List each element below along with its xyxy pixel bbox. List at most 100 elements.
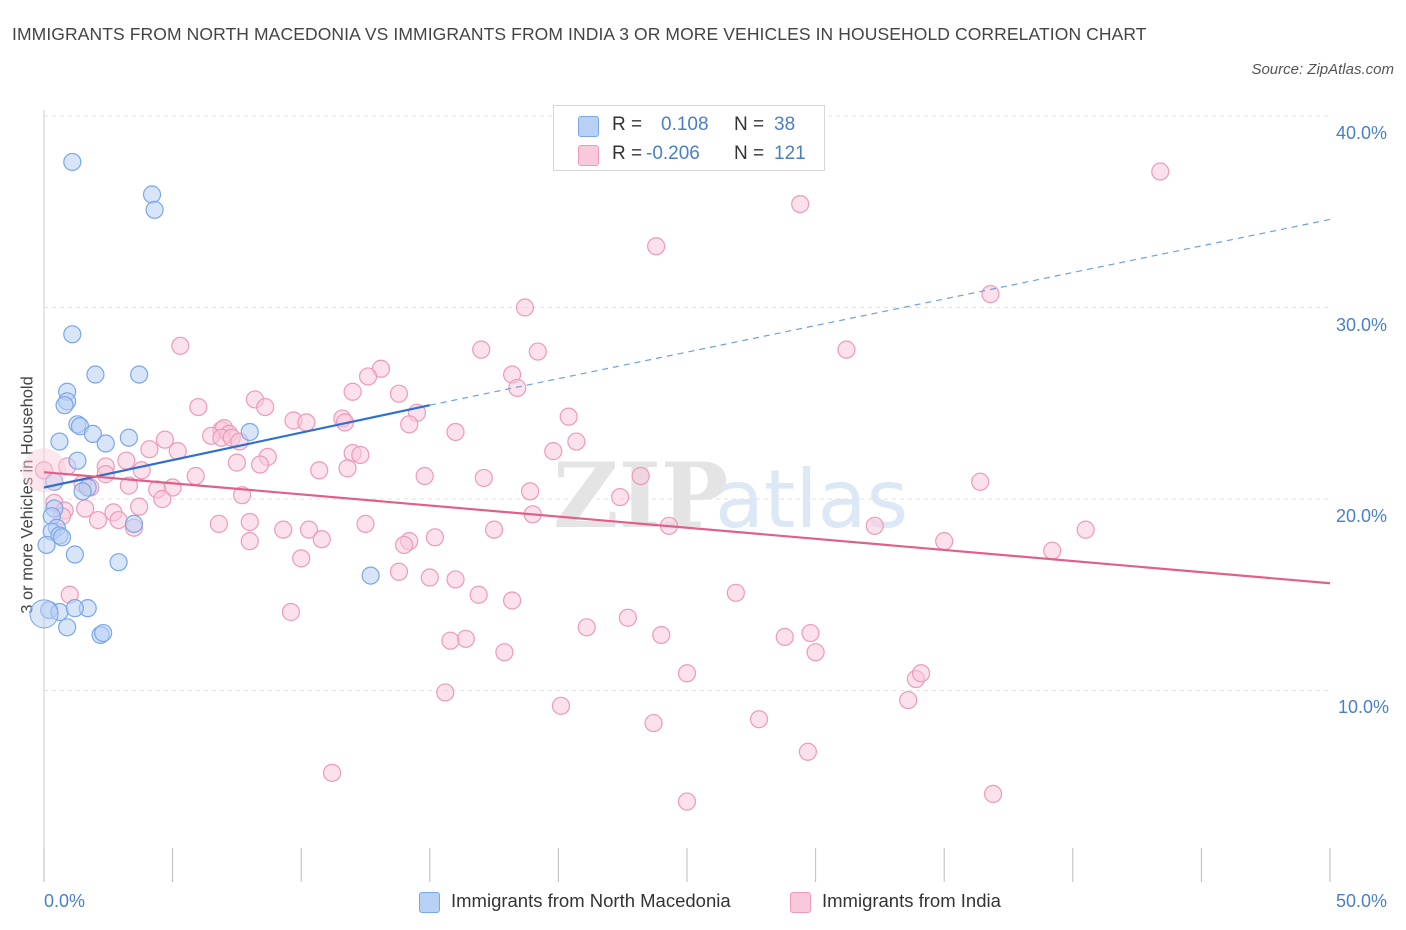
trendline-india bbox=[43, 471, 1331, 585]
point-india bbox=[420, 568, 439, 587]
n-value: 38 bbox=[774, 114, 796, 135]
point-india bbox=[240, 532, 259, 551]
point-india bbox=[256, 397, 275, 417]
point-india bbox=[140, 440, 159, 459]
point-india bbox=[474, 468, 493, 488]
legend-swatch-north-macedonia bbox=[419, 892, 440, 913]
legend-label: Immigrants from North Macedonia bbox=[451, 890, 731, 911]
point-north-macedonia bbox=[63, 152, 82, 172]
y-tick-label: 10.0% bbox=[1338, 697, 1390, 717]
r-label: R = bbox=[612, 143, 643, 164]
stats-row-india: R = -0.206 N = 121 bbox=[554, 139, 824, 169]
point-india bbox=[631, 466, 650, 486]
point-india bbox=[446, 570, 465, 589]
point-india bbox=[521, 482, 540, 501]
point-india bbox=[567, 432, 586, 451]
series-legend: Immigrants from North Macedonia Immigran… bbox=[0, 889, 1406, 915]
point-north-macedonia bbox=[94, 623, 113, 643]
point-india bbox=[186, 466, 205, 486]
point-india bbox=[1076, 520, 1095, 539]
point-india bbox=[544, 442, 563, 461]
point-india bbox=[394, 535, 414, 555]
legend-swatch-north-macedonia bbox=[578, 116, 599, 137]
point-india bbox=[618, 608, 637, 627]
point-india bbox=[837, 340, 856, 359]
x-tick-label: 0.0% bbox=[44, 891, 86, 911]
point-india bbox=[446, 422, 465, 442]
r-value: 0.108 bbox=[661, 114, 709, 135]
point-india bbox=[749, 710, 769, 729]
point-india bbox=[791, 194, 810, 214]
point-india bbox=[469, 585, 488, 604]
trendline-north-macedonia bbox=[43, 404, 431, 489]
point-india bbox=[88, 510, 108, 530]
r-value: -0.206 bbox=[646, 143, 700, 164]
y-tick-label: 30.0% bbox=[1336, 315, 1388, 335]
point-india bbox=[425, 528, 445, 547]
point-india bbox=[312, 530, 331, 549]
point-india bbox=[806, 643, 825, 662]
point-india bbox=[801, 623, 820, 643]
y-tick-label: 20.0% bbox=[1336, 506, 1388, 526]
point-india bbox=[338, 459, 357, 478]
point-india bbox=[171, 336, 190, 355]
point-india bbox=[240, 512, 259, 532]
point-india bbox=[508, 378, 527, 398]
point-india bbox=[130, 497, 149, 516]
point-india bbox=[389, 562, 409, 581]
trendline-north-macedonia-projection bbox=[429, 218, 1331, 406]
point-india bbox=[503, 591, 522, 610]
point-north-macedonia bbox=[124, 514, 144, 533]
n-label: N = bbox=[734, 114, 765, 135]
point-north-macedonia bbox=[37, 535, 56, 555]
point-north-macedonia bbox=[142, 185, 162, 204]
point-india bbox=[899, 690, 918, 710]
point-india bbox=[611, 487, 630, 507]
point-north-macedonia bbox=[50, 432, 69, 451]
point-north-macedonia bbox=[63, 325, 82, 344]
point-india bbox=[551, 696, 571, 715]
point-india bbox=[189, 397, 208, 417]
point-north-macedonia bbox=[109, 553, 128, 572]
point-india bbox=[983, 784, 1003, 804]
point-india bbox=[935, 532, 954, 551]
point-north-macedonia bbox=[240, 422, 259, 442]
point-north-macedonia bbox=[130, 365, 149, 384]
legend-label: Immigrants from India bbox=[822, 890, 1001, 911]
stats-row-north-macedonia: R = 0.108 N = 38 bbox=[554, 110, 824, 140]
point-india bbox=[971, 472, 990, 491]
point-india bbox=[726, 583, 745, 602]
point-india bbox=[485, 520, 504, 539]
point-india bbox=[400, 415, 419, 434]
point-india bbox=[153, 489, 172, 509]
point-india bbox=[209, 514, 228, 533]
point-india bbox=[515, 298, 535, 317]
point-india bbox=[34, 461, 54, 480]
point-india bbox=[250, 455, 270, 474]
point-india bbox=[119, 476, 138, 495]
point-india bbox=[299, 520, 319, 539]
point-india bbox=[281, 602, 301, 622]
point-north-macedonia bbox=[86, 365, 105, 384]
n-label: N = bbox=[734, 143, 765, 164]
point-north-macedonia bbox=[65, 599, 84, 618]
x-tick-label: 50.0% bbox=[1336, 891, 1388, 911]
point-north-macedonia bbox=[73, 482, 92, 501]
point-india bbox=[981, 284, 1000, 304]
point-india bbox=[647, 237, 666, 256]
y-tick-label: 40.0% bbox=[1336, 123, 1388, 143]
point-north-macedonia bbox=[29, 599, 59, 629]
point-india bbox=[356, 514, 375, 533]
point-india bbox=[322, 763, 342, 782]
point-north-macedonia bbox=[119, 428, 138, 447]
r-label: R = bbox=[612, 114, 643, 135]
point-north-macedonia bbox=[361, 566, 380, 585]
point-india bbox=[865, 516, 884, 535]
point-india bbox=[677, 664, 697, 683]
point-india bbox=[436, 683, 455, 702]
point-india bbox=[456, 629, 475, 648]
point-india bbox=[644, 713, 663, 733]
point-india bbox=[495, 643, 514, 662]
point-india bbox=[117, 451, 136, 470]
point-india bbox=[1043, 541, 1062, 560]
